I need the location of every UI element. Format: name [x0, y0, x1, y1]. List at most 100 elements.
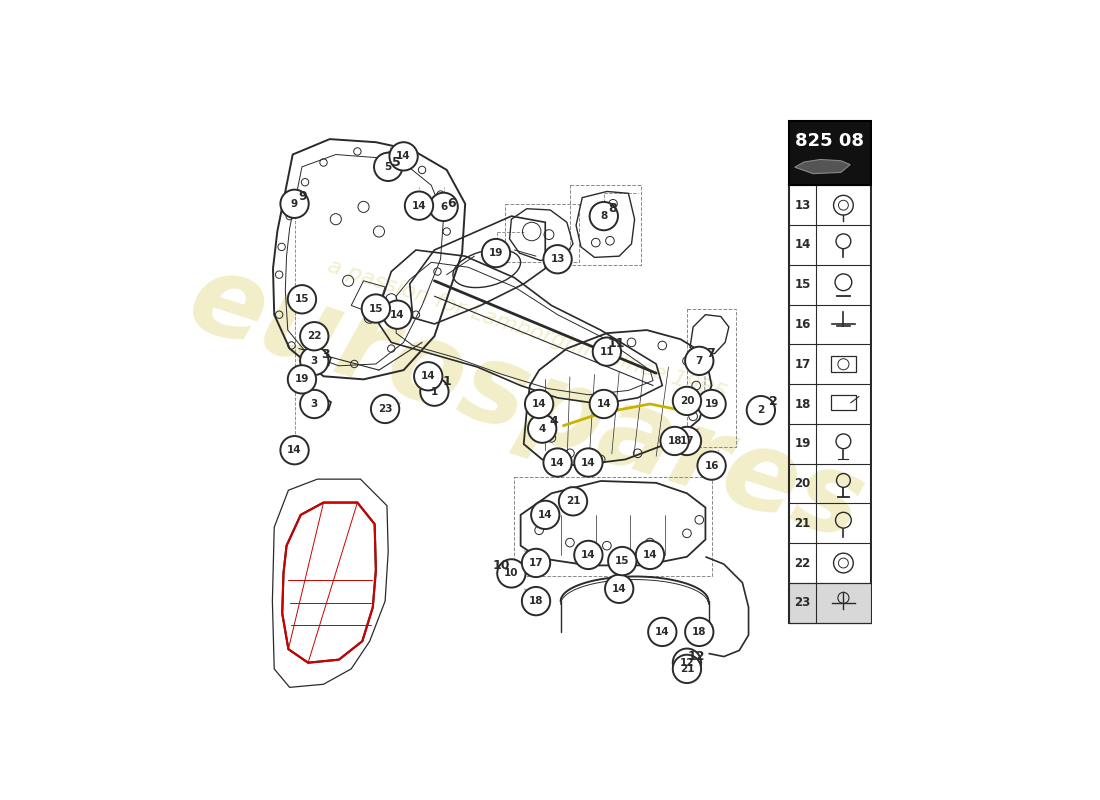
- Text: 14: 14: [421, 371, 436, 382]
- Text: 9: 9: [298, 190, 307, 203]
- Text: 7: 7: [695, 356, 703, 366]
- Text: 8: 8: [601, 211, 607, 221]
- Circle shape: [383, 301, 411, 329]
- Text: 14: 14: [538, 510, 552, 520]
- Text: 16: 16: [704, 461, 718, 470]
- Text: 14: 14: [654, 627, 670, 637]
- Circle shape: [747, 396, 776, 424]
- Text: 14: 14: [581, 458, 596, 467]
- Text: 16: 16: [794, 318, 811, 331]
- Text: 12: 12: [680, 658, 694, 668]
- Text: 3: 3: [310, 356, 318, 366]
- Text: 15: 15: [794, 278, 811, 291]
- Circle shape: [543, 448, 572, 477]
- Text: 10: 10: [492, 559, 509, 572]
- Circle shape: [300, 346, 329, 375]
- Text: 825 08: 825 08: [795, 132, 865, 150]
- Text: 14: 14: [411, 201, 427, 210]
- Text: 14: 14: [596, 399, 612, 409]
- Text: 19: 19: [794, 438, 811, 450]
- Circle shape: [280, 190, 309, 218]
- Text: 18: 18: [794, 398, 811, 410]
- Text: 15: 15: [615, 556, 629, 566]
- Circle shape: [374, 153, 403, 181]
- Text: 14: 14: [287, 445, 301, 455]
- Circle shape: [605, 574, 634, 603]
- Text: 4: 4: [550, 414, 559, 428]
- Text: a passion for Lamborghini since 1985: a passion for Lamborghini since 1985: [324, 256, 729, 404]
- Circle shape: [288, 365, 316, 394]
- Circle shape: [673, 654, 701, 683]
- Circle shape: [593, 338, 622, 366]
- Text: 23: 23: [378, 404, 393, 414]
- Bar: [789, 121, 870, 186]
- Text: 13: 13: [550, 254, 564, 264]
- Bar: [832, 356, 856, 372]
- Text: 11: 11: [600, 346, 614, 357]
- Circle shape: [362, 294, 390, 322]
- Text: 14: 14: [642, 550, 658, 560]
- Bar: [570, 186, 640, 266]
- Circle shape: [636, 541, 664, 569]
- Circle shape: [685, 618, 714, 646]
- Text: 14: 14: [390, 310, 405, 320]
- Circle shape: [574, 448, 603, 477]
- Circle shape: [525, 390, 553, 418]
- Text: 6: 6: [440, 202, 448, 212]
- Circle shape: [482, 239, 510, 267]
- Circle shape: [673, 426, 701, 455]
- Text: 7: 7: [706, 347, 715, 360]
- Bar: [789, 583, 870, 622]
- Text: 19: 19: [704, 399, 718, 409]
- Text: 20: 20: [680, 396, 694, 406]
- Circle shape: [660, 426, 689, 455]
- Circle shape: [288, 285, 316, 314]
- Text: 11: 11: [607, 337, 625, 350]
- Text: 17: 17: [680, 436, 694, 446]
- Circle shape: [697, 390, 726, 418]
- Text: 22: 22: [307, 331, 321, 342]
- Text: 2: 2: [769, 395, 778, 408]
- Text: 17: 17: [529, 558, 543, 568]
- Circle shape: [559, 487, 587, 515]
- Text: 9: 9: [292, 198, 298, 209]
- Circle shape: [574, 541, 603, 569]
- Text: 13: 13: [794, 198, 811, 212]
- Text: 14: 14: [794, 238, 811, 251]
- Text: eurospares: eurospares: [176, 245, 878, 563]
- Circle shape: [673, 649, 701, 677]
- Circle shape: [590, 202, 618, 230]
- Text: 5: 5: [392, 156, 400, 169]
- Circle shape: [371, 394, 399, 423]
- Bar: [789, 186, 870, 622]
- Text: 15: 15: [368, 303, 383, 314]
- Text: 18: 18: [668, 436, 682, 446]
- Text: 1: 1: [431, 386, 438, 397]
- Text: 6: 6: [448, 198, 456, 210]
- Text: 14: 14: [550, 458, 565, 467]
- Text: 15: 15: [295, 294, 309, 304]
- Circle shape: [497, 559, 526, 587]
- Bar: [832, 395, 856, 410]
- Circle shape: [521, 549, 550, 577]
- Circle shape: [414, 362, 442, 390]
- Text: 4: 4: [539, 424, 546, 434]
- Bar: [686, 309, 736, 447]
- Circle shape: [429, 193, 458, 221]
- Text: 14: 14: [396, 151, 411, 162]
- Text: 18: 18: [692, 627, 706, 637]
- Text: 19: 19: [488, 248, 503, 258]
- Text: 3: 3: [310, 399, 318, 409]
- Bar: [515, 477, 712, 577]
- Text: 1: 1: [442, 375, 451, 388]
- Text: 23: 23: [794, 596, 811, 610]
- Text: 3: 3: [321, 348, 330, 362]
- Circle shape: [389, 142, 418, 170]
- Text: 2: 2: [757, 405, 764, 415]
- Circle shape: [521, 587, 550, 615]
- Polygon shape: [794, 159, 850, 174]
- Text: 5: 5: [385, 162, 392, 172]
- Text: 14: 14: [531, 399, 547, 409]
- Circle shape: [280, 436, 309, 464]
- Circle shape: [685, 346, 714, 375]
